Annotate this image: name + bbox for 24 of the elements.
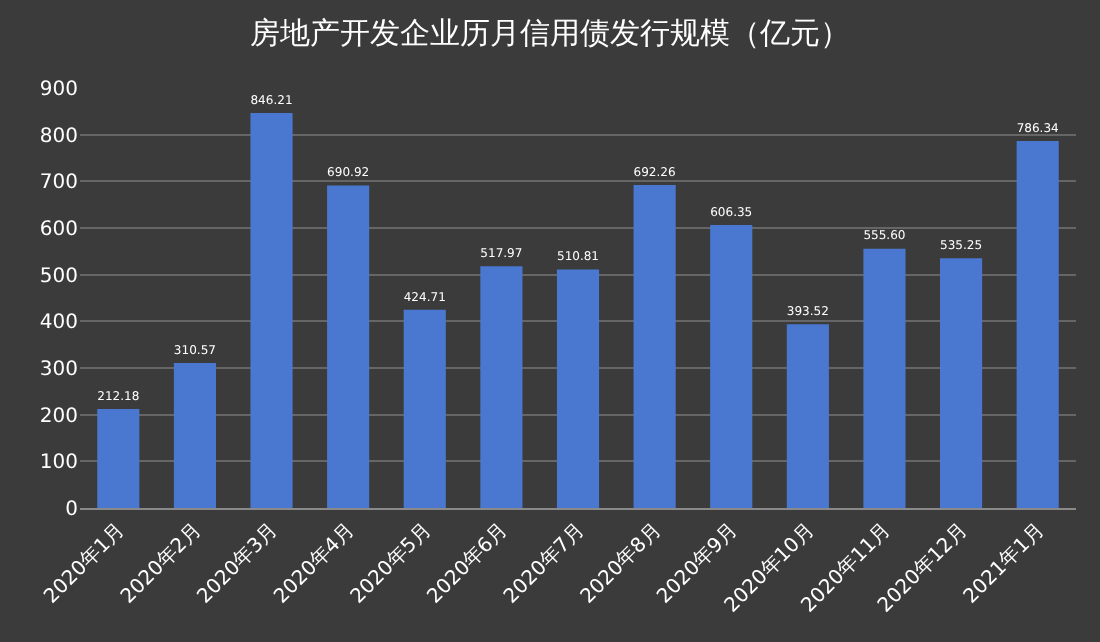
- bar: [940, 258, 983, 508]
- bar: [97, 408, 140, 508]
- bar: [480, 266, 523, 508]
- y-tick-label: 700: [39, 172, 78, 195]
- y-tick-label: 400: [39, 312, 78, 335]
- bar: [786, 324, 829, 508]
- y-tick-label: 0: [65, 499, 78, 521]
- chart-title: 房地产开发企业历月信用债发行规模（亿元）: [250, 15, 850, 52]
- y-tick-label: 500: [39, 265, 78, 288]
- bar: [556, 269, 600, 508]
- y-tick-label: 100: [39, 452, 78, 475]
- y-tick-label: 900: [39, 79, 78, 101]
- y-tick-label: 800: [39, 125, 78, 148]
- y-tick-label: 200: [39, 405, 78, 428]
- bar: [173, 363, 216, 508]
- bar: [327, 185, 370, 508]
- bar: [633, 184, 676, 508]
- bar: [710, 225, 753, 508]
- bar: [863, 248, 906, 508]
- bar: [1016, 141, 1059, 508]
- bar: [403, 309, 446, 508]
- y-tick-label: 300: [39, 359, 78, 381]
- y-tick-label: 600: [39, 219, 78, 241]
- bar: [250, 113, 293, 508]
